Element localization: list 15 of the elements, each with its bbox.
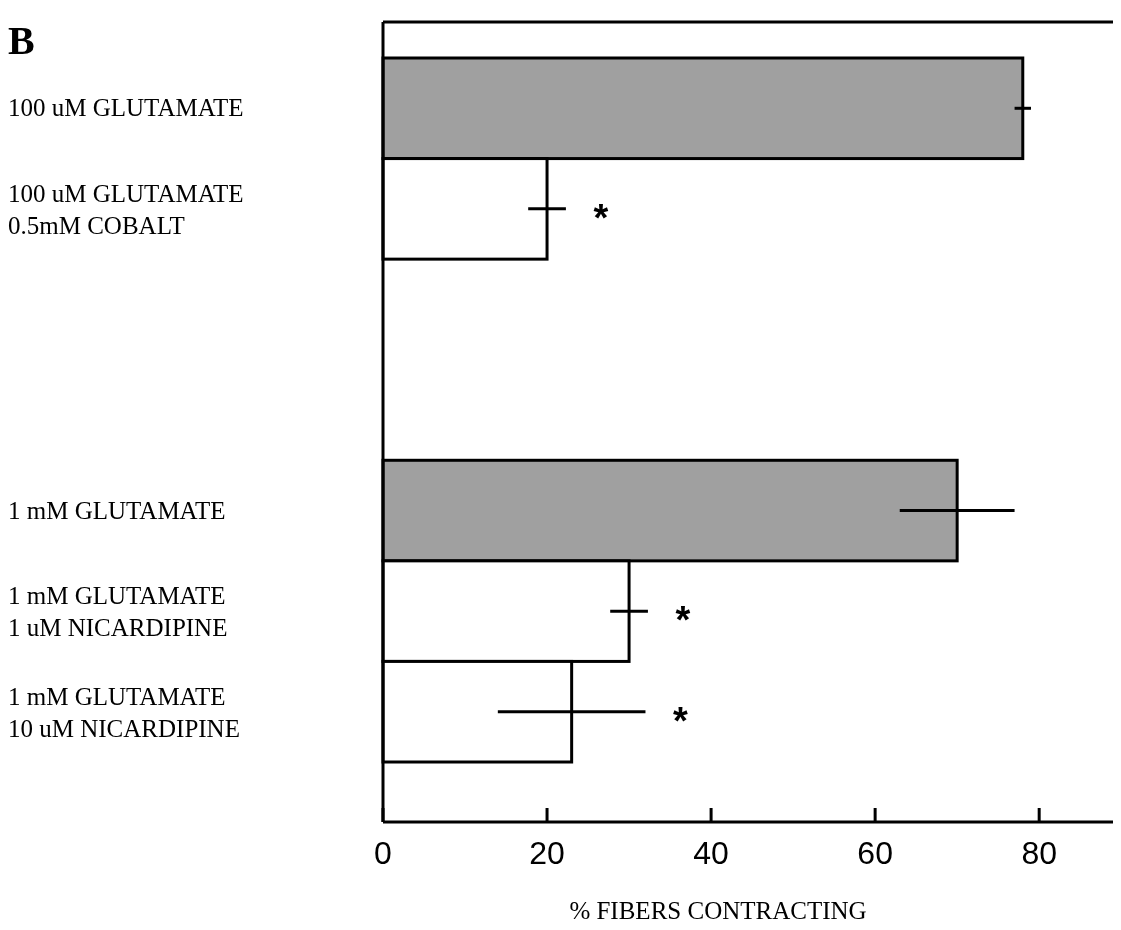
y-tick-label: 1 mM GLUTAMATE 10 uM NICARDIPINE — [8, 682, 240, 742]
annotation: * — [673, 699, 689, 742]
y-tick-label: 1 mM GLUTAMATE — [8, 496, 226, 524]
x-axis-title: % FIBERS CONTRACTING — [569, 897, 867, 924]
annotation: * — [593, 196, 609, 239]
x-tick-label: 60 — [857, 835, 893, 871]
x-tick-label: 80 — [1021, 835, 1057, 871]
x-tick-label: 40 — [693, 835, 729, 871]
text: B — [8, 18, 35, 63]
y-tick-label: 100 uM GLUTAMATE — [8, 94, 244, 122]
x-tick-label: 20 — [529, 835, 565, 871]
annotation: * — [675, 599, 691, 642]
y-tick-label: 1 mM GLUTAMATE 1 uM NICARDIPINE — [8, 582, 228, 642]
y-tick-label: 100 uM GLUTAMATE 0.5mM COBALT — [8, 179, 244, 239]
x-tick-label: 0 — [374, 835, 392, 871]
